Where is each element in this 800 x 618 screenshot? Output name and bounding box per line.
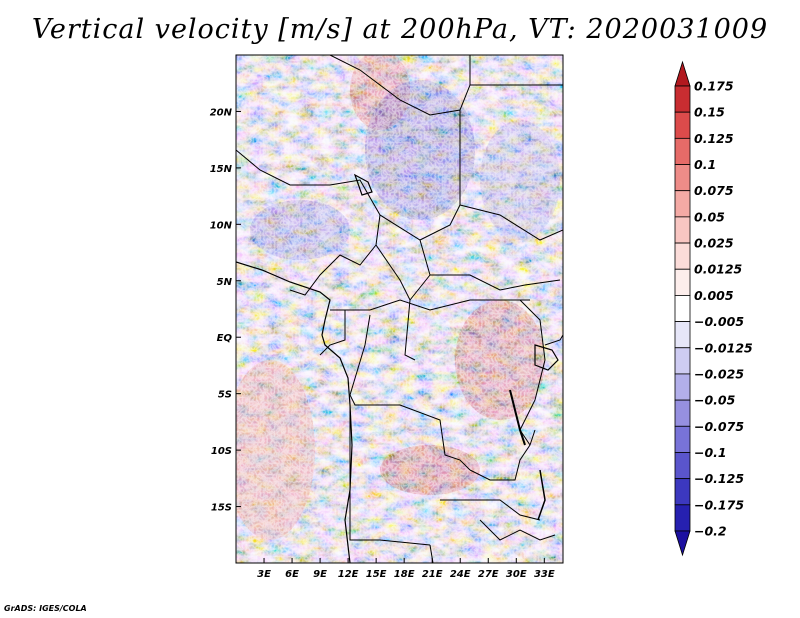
colorbar-level-label: −0.1 <box>694 445 727 460</box>
colorbar-swatch <box>674 452 691 480</box>
colorbar-swatch <box>674 60 691 87</box>
colorbar-level-label: 0.125 <box>694 131 734 146</box>
lake-chad <box>353 173 373 196</box>
lon-tick-label: 24E <box>450 569 471 580</box>
colorbar-level-label: −0.075 <box>694 419 744 434</box>
colorbar-swatch <box>674 111 691 139</box>
colorbar-level-label: −0.025 <box>694 366 744 381</box>
colorbar-swatch <box>674 164 691 192</box>
lon-tick-label: 18E <box>394 569 415 580</box>
lat-tick-label: 15N <box>210 164 233 175</box>
lake-victoria <box>534 344 559 371</box>
latitude-axis: 20N 15N 10N 5N EQ 5S 10S 15S <box>210 107 241 514</box>
lon-tick-label: 9E <box>313 569 327 580</box>
lat-tick-label: 5N <box>217 277 233 288</box>
grads-credit: GrADS: IGES/COLA <box>4 604 87 613</box>
lon-tick-label: 12E <box>338 569 359 580</box>
colorbar-swatch <box>674 399 691 427</box>
lon-tick-label: 3E <box>257 569 271 580</box>
colorbar-swatch <box>674 137 691 165</box>
colorbar-level-label: −0.2 <box>694 524 727 539</box>
colorbar-level-label: 0.025 <box>694 236 734 251</box>
colorbar-swatch <box>674 242 691 270</box>
colorbar-level-label: −0.125 <box>694 471 744 486</box>
colorbar-swatch <box>674 295 691 322</box>
longitude-axis: 3E 6E 9E 12E 15E 18E 21E 24E 27E 30E 33E <box>257 558 555 580</box>
colorbar-swatch <box>674 478 691 506</box>
lon-tick-label: 33E <box>534 569 555 580</box>
lon-tick-label: 27E <box>478 569 499 580</box>
colorbar-swatch <box>674 190 691 218</box>
lon-tick-label: 30E <box>506 569 527 580</box>
lat-tick-label: 20N <box>210 107 233 118</box>
colorbar-level-label: 0.1 <box>694 157 716 172</box>
lat-tick-label: 10S <box>211 446 232 457</box>
lake-malawi <box>537 469 546 521</box>
lon-tick-label: 15E <box>366 569 387 580</box>
country-borders <box>236 55 563 563</box>
colorbar-level-label: −0.0125 <box>694 340 753 355</box>
lat-tick-label: 10N <box>210 220 233 231</box>
colorbar-level-label: −0.175 <box>694 497 744 512</box>
colorbar-level-label: 0.005 <box>694 288 734 303</box>
colorbar-swatch <box>674 347 691 375</box>
colorbar-swatch <box>674 504 691 532</box>
lake-tanganyika <box>509 389 526 446</box>
field-shading <box>236 55 563 563</box>
lat-tick-label: 5S <box>218 390 232 401</box>
colorbar-level-label: 0.15 <box>694 105 725 120</box>
colorbar-swatch <box>674 373 691 401</box>
map-title: Vertical velocity [m/s] at 200hPa, VT: 2… <box>31 14 769 45</box>
coastline <box>236 261 353 563</box>
colorbar-level-label: −0.005 <box>694 314 744 329</box>
colorbar-level-label: 0.05 <box>694 209 725 224</box>
colorbar-swatch <box>674 530 691 557</box>
colorbar-swatch <box>674 268 691 296</box>
colorbar-level-label: 0.0125 <box>694 262 743 277</box>
lon-tick-label: 6E <box>285 569 299 580</box>
lat-tick-label: EQ <box>217 333 233 344</box>
colorbar-level-label: 0.175 <box>694 79 734 94</box>
lat-tick-label: 15S <box>211 503 232 514</box>
colorbar-swatch <box>674 85 691 113</box>
colorbar-swatch <box>674 425 691 453</box>
colorbar-level-label: −0.05 <box>694 393 736 408</box>
map-frame <box>235 54 564 564</box>
colorbar-swatch <box>674 321 691 349</box>
colorbar-level-label: 0.075 <box>694 183 734 198</box>
lon-tick-label: 21E <box>422 569 443 580</box>
colorbar-swatch <box>674 216 691 244</box>
